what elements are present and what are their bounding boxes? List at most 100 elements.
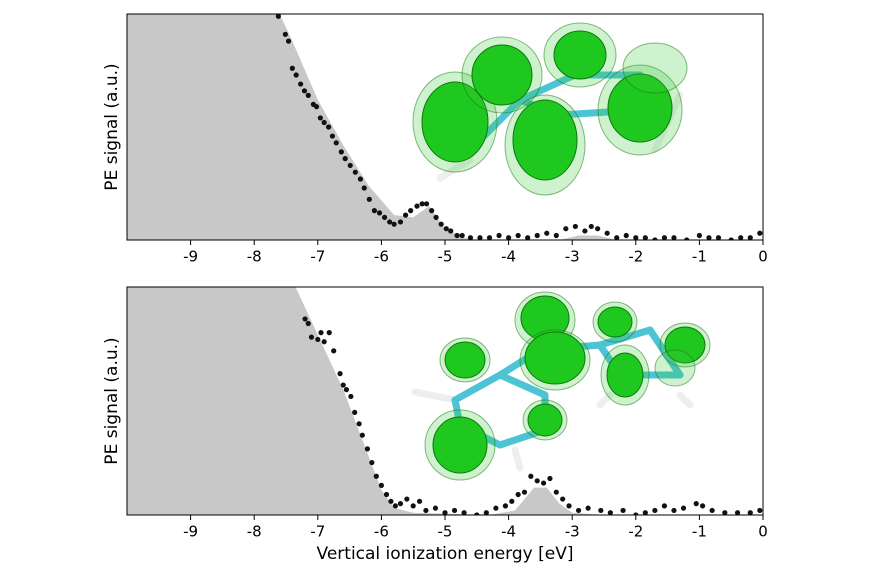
data-point — [575, 507, 582, 514]
x-tick-label: -3 — [565, 523, 580, 541]
data-point — [633, 512, 639, 515]
molecule-orbital-bottom — [411, 291, 711, 481]
data-point — [585, 505, 591, 511]
data-point — [285, 38, 292, 44]
data-point — [607, 510, 613, 515]
data-point — [369, 459, 375, 466]
data-point — [528, 473, 534, 479]
y-axis-label: PE signal (a.u.) — [102, 63, 122, 190]
data-point — [357, 176, 364, 182]
data-point — [566, 503, 572, 509]
data-point — [388, 498, 394, 504]
data-point — [321, 339, 327, 345]
data-point — [333, 140, 339, 146]
data-point — [534, 478, 540, 484]
x-tick-label: -1 — [692, 523, 707, 541]
data-point — [642, 510, 648, 515]
data-point — [706, 235, 712, 240]
data-point — [757, 507, 763, 514]
data-point — [298, 81, 304, 87]
data-point — [604, 230, 610, 236]
data-point — [553, 232, 559, 239]
data-point — [321, 119, 327, 126]
data-point — [509, 498, 515, 504]
x-tick-label: -8 — [247, 248, 262, 266]
data-point — [451, 507, 458, 514]
data-point — [515, 232, 521, 239]
data-point — [423, 507, 429, 514]
x-tick-label: -6 — [374, 523, 389, 541]
data-point — [588, 223, 594, 230]
data-point — [623, 232, 629, 239]
x-tick-label: -2 — [628, 248, 643, 266]
x-tick-label: 0 — [758, 248, 768, 266]
data-point — [301, 88, 308, 94]
data-point — [433, 214, 439, 220]
data-point — [432, 505, 439, 511]
data-point — [419, 201, 425, 207]
x-tick-label: -5 — [438, 248, 453, 266]
data-point — [378, 482, 384, 488]
data-point — [438, 221, 444, 227]
data-point — [282, 31, 288, 37]
data-point — [359, 432, 365, 438]
data-point — [371, 208, 378, 214]
data-point — [326, 330, 332, 336]
y-axis-label: PE signal (a.u.) — [102, 337, 122, 464]
x-axis-label: Vertical ionization energy [eV] — [317, 544, 574, 564]
x-tick-label: -7 — [310, 248, 325, 266]
data-point — [620, 507, 626, 514]
data-point — [474, 512, 480, 515]
data-point — [387, 219, 393, 225]
data-point — [352, 409, 358, 415]
data-point — [614, 235, 620, 240]
data-point — [331, 348, 337, 354]
data-point — [652, 507, 658, 514]
data-point — [383, 491, 390, 498]
x-tick-label: -4 — [501, 523, 516, 541]
data-point — [293, 72, 299, 78]
data-point — [381, 214, 388, 220]
data-point — [402, 212, 409, 218]
data-point — [347, 162, 353, 169]
data-point — [337, 371, 343, 377]
panel — [127, 287, 763, 515]
data-point — [738, 235, 744, 240]
data-point — [308, 334, 315, 340]
data-point — [715, 235, 722, 240]
data-point — [397, 501, 404, 507]
data-point — [373, 473, 379, 479]
x-tick-label: -6 — [374, 248, 389, 266]
data-point — [275, 14, 281, 19]
data-point — [547, 475, 553, 482]
data-point — [408, 208, 414, 214]
data-point — [595, 226, 601, 232]
data-point — [661, 503, 668, 509]
data-point — [642, 235, 648, 240]
x-tick-label: -7 — [310, 523, 325, 541]
data-point — [448, 228, 454, 234]
data-point — [553, 489, 559, 495]
data-point — [502, 503, 509, 509]
data-point — [493, 505, 499, 511]
x-tick-label: -8 — [247, 523, 262, 541]
data-point — [506, 235, 512, 240]
data-point — [416, 498, 423, 504]
data-point — [397, 219, 404, 225]
data-point — [684, 237, 690, 240]
data-point — [515, 491, 521, 498]
data-point — [459, 232, 465, 239]
data-point — [410, 503, 416, 509]
data-point — [329, 133, 336, 139]
data-point — [747, 235, 753, 240]
data-point — [572, 223, 578, 230]
data-point — [305, 92, 311, 98]
data-point — [442, 510, 448, 515]
data-point — [414, 203, 420, 209]
data-point — [582, 228, 588, 234]
data-point — [313, 104, 320, 110]
data-point — [315, 336, 321, 343]
data-point — [544, 230, 550, 236]
x-tick-label: 0 — [758, 523, 768, 541]
